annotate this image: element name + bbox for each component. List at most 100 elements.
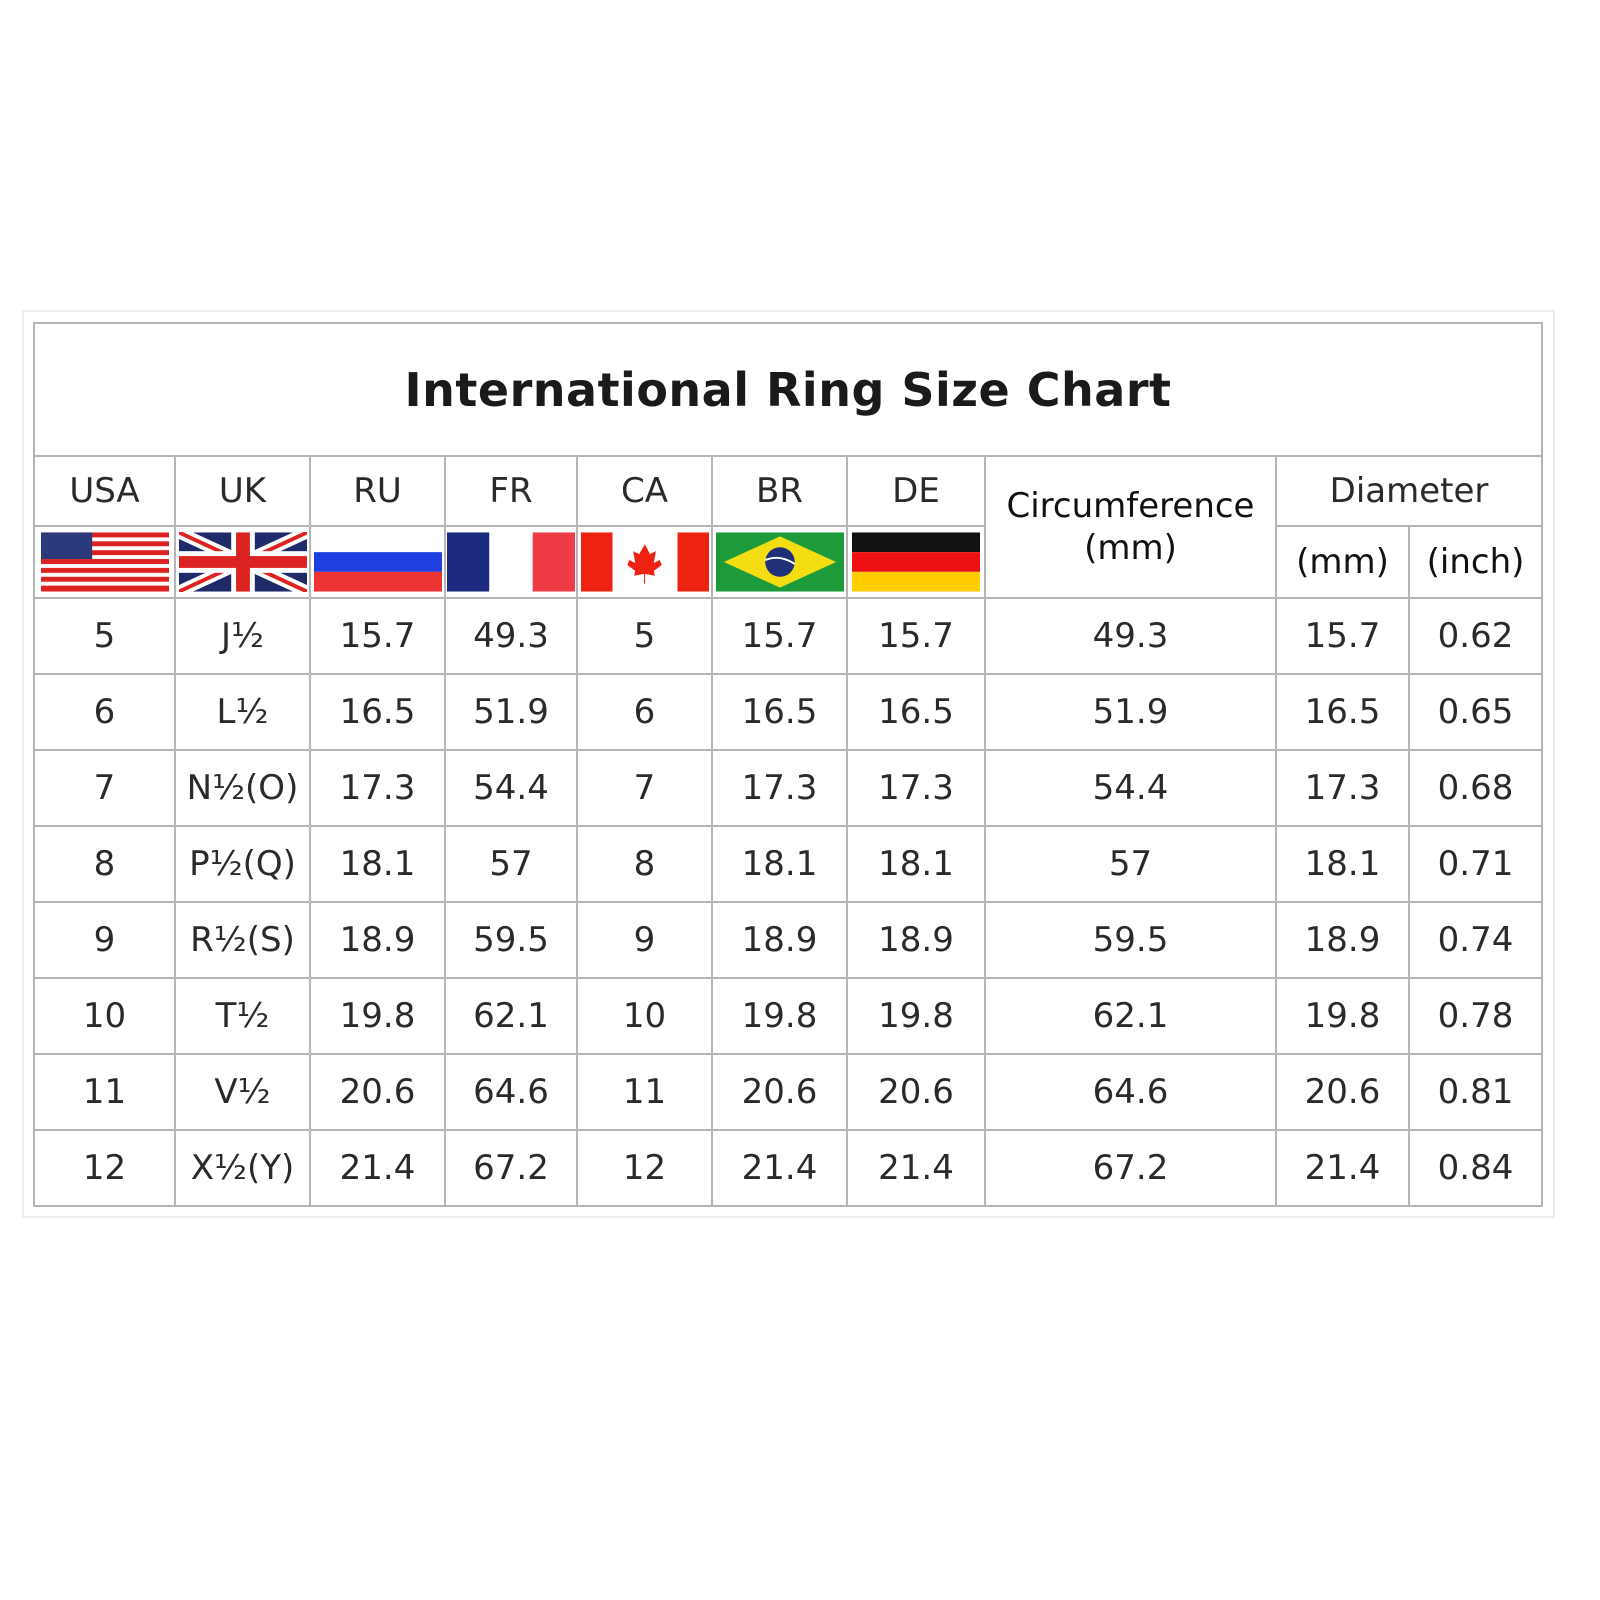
- header-diameter-mm: (mm): [1275, 525, 1410, 599]
- cell-circumference-mm: 59.5: [984, 901, 1277, 979]
- table-row: 8 P½(Q) 18.1 57 8 18.1 18.1 57 18.1 0.71: [33, 825, 1544, 903]
- cell-ru: 19.8: [309, 977, 446, 1055]
- cell-diameter-inch: 0.65: [1407, 673, 1544, 751]
- cell-circumference-mm: 49.3: [984, 597, 1277, 675]
- table-row: 12 X½(Y) 21.4 67.2 12 21.4 21.4 67.2 21.4 0.84: [33, 1129, 1544, 1207]
- header-br: BR: [711, 455, 848, 527]
- cell-br: 18.9: [711, 901, 848, 979]
- cell-de: 16.5: [846, 673, 986, 751]
- cell-de: 17.3: [846, 749, 986, 827]
- cell-br: 16.5: [711, 673, 848, 751]
- chart-frame: [22, 310, 1555, 1218]
- table-row: 5 J½ 15.7 49.3 5 15.7 15.7 49.3 15.7 0.62: [33, 597, 1544, 675]
- uk-flag-icon: [174, 525, 311, 599]
- cell-diameter-mm: 16.5: [1275, 673, 1410, 751]
- cell-circumference-mm: 57: [984, 825, 1277, 903]
- cell-ru: 18.1: [309, 825, 446, 903]
- cell-de: 15.7: [846, 597, 986, 675]
- cell-uk: X½(Y): [174, 1129, 311, 1207]
- cell-br: 20.6: [711, 1053, 848, 1131]
- cell-ca: 12: [576, 1129, 713, 1207]
- cell-fr: 64.6: [444, 1053, 578, 1131]
- header-uk: UK: [174, 455, 311, 527]
- circumference-unit: (mm): [1084, 528, 1177, 568]
- cell-fr: 51.9: [444, 673, 578, 751]
- cell-ru: 17.3: [309, 749, 446, 827]
- cell-de: 21.4: [846, 1129, 986, 1207]
- cell-diameter-mm: 21.4: [1275, 1129, 1410, 1207]
- cell-br: 18.1: [711, 825, 848, 903]
- cell-diameter-inch: 0.74: [1407, 901, 1544, 979]
- cell-br: 21.4: [711, 1129, 848, 1207]
- cell-ca: 11: [576, 1053, 713, 1131]
- cell-diameter-inch: 0.71: [1407, 825, 1544, 903]
- cell-usa: 11: [33, 1053, 176, 1131]
- cell-br: 17.3: [711, 749, 848, 827]
- cell-diameter-inch: 0.78: [1407, 977, 1544, 1055]
- cell-ca: 5: [576, 597, 713, 675]
- header-diameter: Diameter: [1274, 455, 1544, 527]
- cell-circumference-mm: 51.9: [984, 673, 1277, 751]
- cell-ru: 16.5: [309, 673, 446, 751]
- brazil-flag-icon: [711, 525, 848, 599]
- cell-diameter-mm: 18.9: [1275, 901, 1410, 979]
- cell-circumference-mm: 54.4: [984, 749, 1277, 827]
- cell-fr: 49.3: [444, 597, 578, 675]
- header-usa: USA: [33, 455, 176, 527]
- cell-ca: 6: [576, 673, 713, 751]
- cell-de: 19.8: [846, 977, 986, 1055]
- france-flag-icon: [444, 525, 578, 599]
- cell-ca: 9: [576, 901, 713, 979]
- cell-fr: 54.4: [444, 749, 578, 827]
- circumference-label: Circumference: [1006, 486, 1255, 526]
- cell-diameter-inch: 0.68: [1407, 749, 1544, 827]
- header-circumference: Circumference (mm): [984, 455, 1277, 599]
- cell-fr: 57: [444, 825, 578, 903]
- cell-de: 20.6: [846, 1053, 986, 1131]
- cell-diameter-mm: 19.8: [1275, 977, 1410, 1055]
- cell-diameter-inch: 0.81: [1407, 1053, 1544, 1131]
- cell-ru: 20.6: [309, 1053, 446, 1131]
- cell-usa: 10: [33, 977, 176, 1055]
- cell-diameter-inch: 0.84: [1407, 1129, 1544, 1207]
- table-row: 7 N½(O) 17.3 54.4 7 17.3 17.3 54.4 17.3 0.68: [33, 749, 1544, 827]
- usa-flag-icon: [33, 525, 176, 599]
- cell-uk: R½(S): [174, 901, 311, 979]
- cell-fr: 62.1: [444, 977, 578, 1055]
- cell-circumference-mm: 62.1: [984, 977, 1277, 1055]
- header-ca: CA: [576, 455, 713, 527]
- header-de: DE: [846, 455, 986, 527]
- cell-uk: J½: [174, 597, 311, 675]
- cell-usa: 6: [33, 673, 176, 751]
- cell-diameter-mm: 20.6: [1275, 1053, 1410, 1131]
- cell-fr: 67.2: [444, 1129, 578, 1207]
- cell-uk: P½(Q): [174, 825, 311, 903]
- cell-usa: 9: [33, 901, 176, 979]
- cell-diameter-mm: 17.3: [1275, 749, 1410, 827]
- canada-flag-icon: [576, 525, 713, 599]
- cell-diameter-inch: 0.62: [1407, 597, 1544, 675]
- cell-de: 18.9: [846, 901, 986, 979]
- cell-de: 18.1: [846, 825, 986, 903]
- cell-ca: 10: [576, 977, 713, 1055]
- table-row: 10 T½ 19.8 62.1 10 19.8 19.8 62.1 19.8 0.78: [33, 977, 1544, 1055]
- table-row: 9 R½(S) 18.9 59.5 9 18.9 18.9 59.5 18.9 0.74: [33, 901, 1544, 979]
- russia-flag-icon: [309, 525, 446, 599]
- cell-uk: L½: [174, 673, 311, 751]
- table-row: 11 V½ 20.6 64.6 11 20.6 20.6 64.6 20.6 0.81: [33, 1053, 1544, 1131]
- cell-usa: 8: [33, 825, 176, 903]
- cell-ca: 8: [576, 825, 713, 903]
- header-fr: FR: [444, 455, 578, 527]
- cell-circumference-mm: 64.6: [984, 1053, 1277, 1131]
- table-row: 6 L½ 16.5 51.9 6 16.5 16.5 51.9 16.5 0.65: [33, 673, 1544, 751]
- cell-usa: 7: [33, 749, 176, 827]
- cell-usa: 12: [33, 1129, 176, 1207]
- cell-diameter-mm: 15.7: [1275, 597, 1410, 675]
- germany-flag-icon: [846, 525, 986, 599]
- cell-uk: N½(O): [174, 749, 311, 827]
- cell-ru: 18.9: [309, 901, 446, 979]
- cell-ca: 7: [576, 749, 713, 827]
- header-diameter-inch: (inch): [1407, 525, 1544, 599]
- cell-uk: V½: [174, 1053, 311, 1131]
- cell-uk: T½: [174, 977, 311, 1055]
